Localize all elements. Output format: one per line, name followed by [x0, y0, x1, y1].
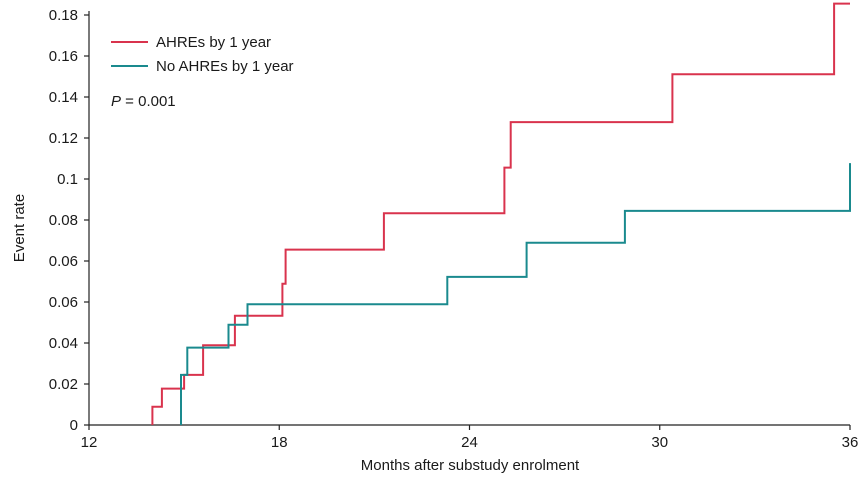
y-axis-title: Event rate [11, 194, 28, 262]
x-tick-label: 30 [651, 434, 668, 451]
series-layer [151, 2, 851, 425]
legend-label-ahres: AHREs by 1 year [156, 34, 271, 51]
y-tick-label: 0.08 [49, 212, 78, 229]
p-value-text: = 0.001 [121, 93, 176, 110]
legend: AHREs by 1 year No AHREs by 1 year [111, 34, 294, 75]
y-tick-label: 0.16 [49, 48, 78, 65]
p-value-annotation: P = 0.001 [111, 93, 176, 110]
y-tick-label: 0.12 [49, 130, 78, 147]
y-tick-label: 0.02 [49, 376, 78, 393]
legend-label-no-ahres: No AHREs by 1 year [156, 58, 294, 75]
axes-layer: 0 0.02 0.04 0.06 0.06 0.08 0.1 0.12 0.14 0.16 0.18… [49, 7, 859, 451]
p-symbol: P [111, 93, 121, 110]
x-tick-label: 18 [271, 434, 288, 451]
x-tick-label: 36 [842, 434, 859, 451]
y-tick-label: 0 [70, 417, 78, 434]
x-tick-label: 24 [461, 434, 478, 451]
series-line-ahres [151, 2, 850, 425]
y-tick-label: 0.18 [49, 7, 78, 24]
y-tick-label: 0.1 [57, 171, 78, 188]
series-line-no-ahres [180, 163, 851, 425]
y-tick-label: 0.14 [49, 89, 78, 106]
x-axis-title: Months after substudy enrolment [361, 457, 580, 474]
y-tick-label: 0.06 [49, 294, 78, 311]
y-tick-label: 0.04 [49, 335, 78, 352]
y-tick-label: 0.06 [49, 253, 78, 270]
x-tick-label: 12 [81, 434, 98, 451]
